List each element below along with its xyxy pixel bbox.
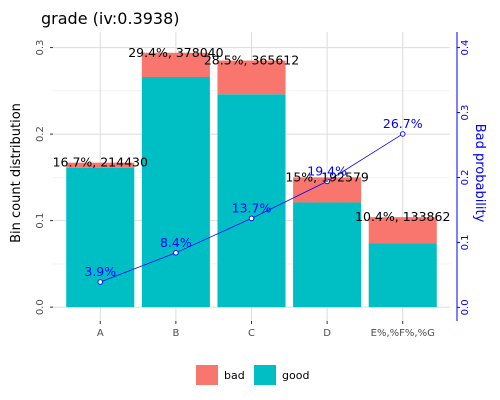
y-axis-title-left: Bin count distribution (9, 103, 24, 243)
bar-bad-2 (141, 52, 210, 77)
right-axis-tick-label: 0.4 (460, 40, 471, 56)
x-axis-tick-label: C (248, 328, 255, 339)
bad-probability-label-5: 26.7% (383, 116, 423, 131)
bar-good-3 (217, 94, 286, 308)
right-axis-tick-label: 0.2 (460, 170, 471, 186)
bad-probability-label-3: 13.7% (232, 200, 272, 215)
x-axis-tick-label: D (323, 328, 331, 339)
bad-probability-label-1: 3.9% (84, 264, 116, 279)
bad-probability-point-1 (97, 279, 104, 285)
bin-count-label-1: 16.7%, 214430 (53, 155, 148, 170)
bad-probability-point-5 (399, 131, 406, 137)
left-axis-tick-label: 0.3 (35, 40, 46, 56)
right-axis-tick-label: 0.1 (460, 234, 471, 250)
x-axis-tick-label: E%,%F%,%G (371, 328, 435, 339)
right-axis-tick-label: 0.3 (460, 105, 471, 121)
bar-bad-1 (66, 162, 135, 168)
chart-title: grade (iv:0.3938) (41, 9, 180, 28)
bar-bad-5 (368, 217, 437, 244)
right-axis-tick-label: 0.0 (460, 299, 471, 315)
bar-good-1 (66, 167, 135, 308)
bar-bad-3 (217, 60, 286, 95)
bar-good-4 (293, 202, 362, 308)
bar-good-5 (368, 243, 437, 308)
left-axis-tick-label: 0.0 (35, 299, 46, 315)
left-axis-tick-label: 0.1 (35, 213, 46, 229)
x-axis-tick-label: B (172, 328, 179, 339)
x-axis-tick-label: A (97, 328, 104, 339)
bin-count-label-4: 15%, 192579 (285, 169, 368, 184)
bars (66, 52, 437, 308)
bad-probability-point-4 (324, 178, 330, 185)
bin-count-label-5: 10.4%, 133862 (355, 209, 450, 224)
legend-label-good: good (282, 369, 309, 382)
legend-swatch-good (254, 365, 276, 385)
bad-probability-label-2: 8.4% (160, 235, 192, 250)
legend: bad good (196, 365, 309, 385)
y-axis-title-right: Bad probability (472, 124, 487, 223)
left-axis-tick-label: 0.2 (35, 126, 46, 142)
bar-good-2 (141, 76, 210, 308)
bad-probability-point-3 (248, 215, 255, 222)
bad-probability-label-4: 19.4% (307, 163, 347, 178)
bin-count-label-3: 28.5%, 365612 (204, 53, 299, 68)
legend-label-bad: bad (224, 369, 245, 382)
axes: 0.0 0.1 0.2 0.3 0.0 0.1 0.2 0.3 0.4 A B C D E%,%F%,%G (35, 32, 471, 339)
bad-probability-line (97, 131, 406, 285)
legend-swatch-bad (196, 365, 218, 385)
bin-count-label-2: 29.4%, 378040 (128, 45, 223, 60)
bad-probability-point-2 (173, 250, 179, 256)
